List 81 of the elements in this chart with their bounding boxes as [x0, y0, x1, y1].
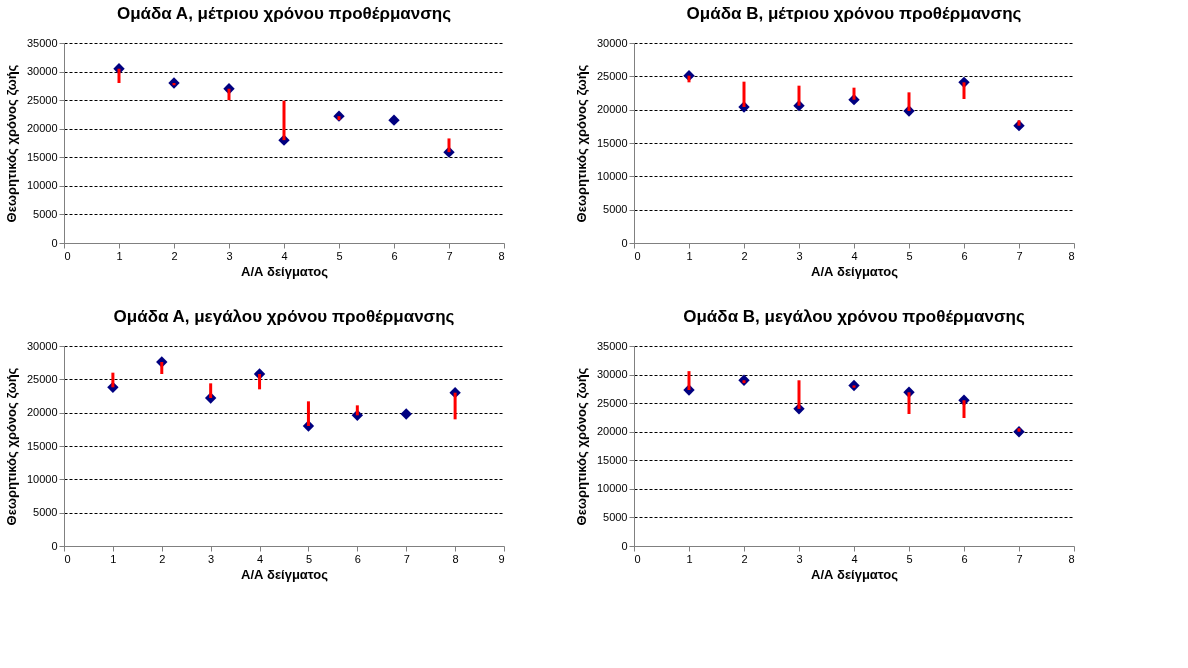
x-tick-label: 4 [851, 249, 858, 262]
y-tick-label: 15000 [26, 439, 58, 452]
x-tick-label: 8 [452, 552, 459, 565]
y-tick-label: 30000 [26, 339, 58, 352]
x-tick-label: 0 [64, 552, 71, 565]
point [400, 408, 412, 420]
x-tick-label: 6 [354, 552, 361, 565]
y-tick-label: 10000 [596, 169, 628, 182]
chart-title: Ομάδα Β, μέτριου χρόνου προθέρμανσης [686, 4, 1022, 23]
x-tick-label: 3 [226, 249, 233, 262]
x-tick-label: 8 [1068, 249, 1075, 262]
x-tick-label: 0 [64, 249, 71, 262]
x-tick-label: 6 [961, 249, 968, 262]
y-axis-title: Θεωρητικός χρόνος ζωής [3, 367, 19, 526]
x-tick-label: 2 [159, 552, 166, 565]
x-tick-label: 7 [1016, 552, 1023, 565]
y-tick-label: 35000 [596, 339, 628, 352]
y-tick-label: 20000 [596, 103, 628, 116]
y-axis-title: Θεωρητικός χρόνος ζωής [3, 64, 19, 223]
x-tick-label: 5 [906, 552, 913, 565]
x-tick-label: 1 [686, 552, 693, 565]
y-tick-label: 15000 [596, 453, 628, 466]
x-tick-label: 0 [634, 552, 641, 565]
x-tick-label: 8 [498, 249, 505, 262]
y-tick-label: 25000 [26, 93, 58, 106]
x-tick-label: 3 [796, 249, 803, 262]
chart-title: Ομάδα Α, μεγάλου χρόνου προθέρμανσης [113, 307, 455, 326]
y-tick-label: 5000 [603, 203, 628, 216]
x-tick-label: 5 [305, 552, 313, 565]
y-tick-label: 15000 [26, 150, 58, 163]
x-tick-label: 2 [741, 249, 748, 262]
point [388, 114, 400, 126]
y-tick-label: 0 [51, 539, 58, 552]
x-tick-label: 1 [110, 552, 117, 565]
y-axis-title: Θεωρητικός χρόνος ζωής [573, 64, 589, 223]
x-tick-label: 4 [851, 552, 858, 565]
y-tick-label: 30000 [596, 36, 628, 49]
y-tick-label: 5000 [603, 510, 628, 523]
x-tick-label: 1 [686, 249, 693, 262]
x-tick-label: 0 [634, 249, 641, 262]
x-tick-label: 6 [961, 552, 968, 565]
y-tick-label: 0 [51, 236, 58, 249]
y-tick-label: 30000 [26, 65, 58, 78]
y-tick-label: 5000 [33, 506, 58, 519]
chart-title: Ομάδα Β, μεγάλου χρόνου προθέρμανσης [683, 307, 1025, 326]
x-tick-label: 1 [116, 249, 123, 262]
y-tick-label: 10000 [596, 482, 628, 495]
x-tick-label: 4 [281, 249, 288, 262]
x-tick-label: 7 [1016, 249, 1023, 262]
x-axis-title: Α/Α δείγματος [241, 566, 329, 582]
x-tick-label: 2 [171, 249, 178, 262]
y-tick-label: 25000 [26, 372, 58, 385]
x-tick-label: 8 [1068, 552, 1075, 565]
x-tick-label: 5 [906, 249, 913, 262]
x-tick-label: 6 [391, 249, 398, 262]
x-tick-label: 9 [498, 552, 505, 565]
y-tick-label: 25000 [596, 396, 628, 409]
x-tick-label: 2 [741, 552, 748, 565]
y-tick-label: 10000 [26, 472, 58, 485]
y-axis-title: Θεωρητικός χρόνος ζωής [573, 367, 589, 526]
x-axis-title: Α/Α δείγματος [241, 263, 329, 279]
x-tick-label: 3 [208, 552, 215, 565]
x-tick-label: 4 [256, 552, 264, 565]
y-tick-label: 5000 [33, 207, 58, 220]
y-tick-label: 25000 [596, 69, 628, 82]
y-tick-label: 15000 [596, 136, 628, 149]
y-tick-label: 35000 [26, 36, 58, 49]
y-tick-label: 20000 [26, 122, 58, 135]
y-tick-label: 30000 [596, 368, 628, 381]
x-axis-title: Α/Α δείγματος [811, 566, 899, 582]
chart-title: Ομάδα Α, μέτριου χρόνου προθέρμανσης [116, 4, 452, 23]
y-tick-label: 10000 [26, 179, 58, 192]
x-axis-title: Α/Α δείγματος [811, 263, 899, 279]
x-tick-label: 5 [336, 249, 343, 262]
x-tick-label: 7 [403, 552, 410, 565]
y-tick-label: 20000 [26, 406, 58, 419]
y-tick-label: 0 [621, 539, 628, 552]
y-tick-label: 0 [621, 236, 628, 249]
x-tick-label: 3 [796, 552, 803, 565]
y-tick-label: 20000 [596, 425, 628, 438]
x-tick-label: 7 [446, 249, 453, 262]
